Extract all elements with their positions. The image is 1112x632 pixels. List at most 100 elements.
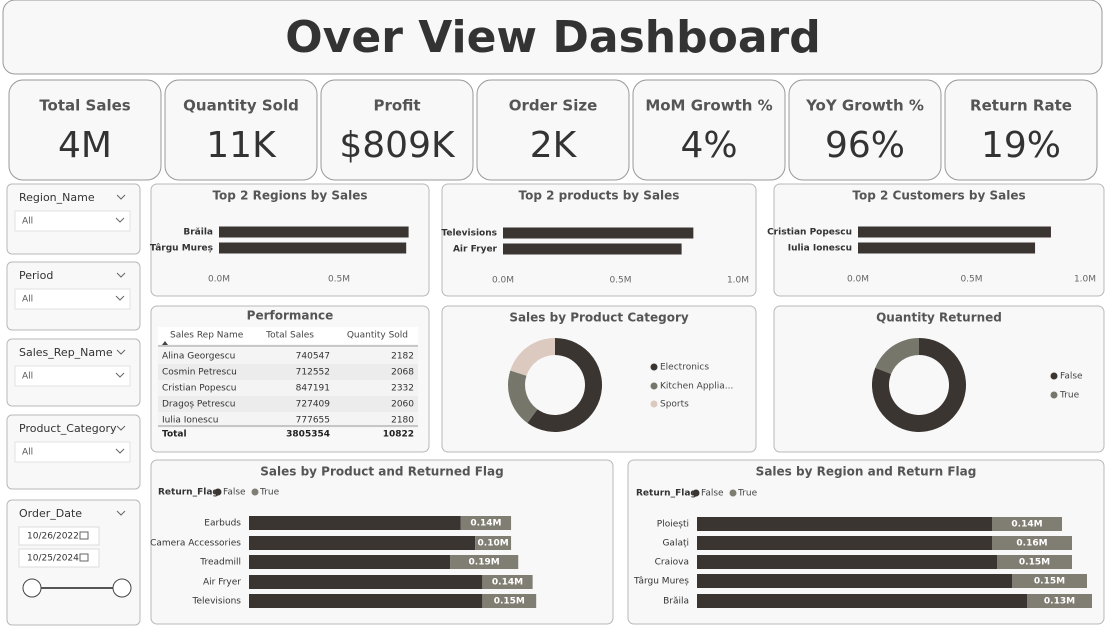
- chevron[interactable]: [116, 194, 126, 200]
- table-cell: 727409: [296, 400, 331, 410]
- bar-segment: [1012, 574, 1087, 588]
- category-label: Camera Accessories: [150, 539, 241, 549]
- chevron[interactable]: [115, 217, 125, 223]
- chart-panel: [773, 183, 1105, 297]
- table-cell: 2068: [391, 368, 414, 378]
- donut-slice: [527, 338, 602, 432]
- slicer-dropdown[interactable]: [14, 365, 131, 387]
- x-tick-label: 1.0M: [727, 276, 749, 286]
- table-cell: 777655: [296, 416, 330, 426]
- calendar-icon[interactable]: [79, 531, 89, 540]
- table-cell: Alina Georgescu: [162, 352, 235, 362]
- category-label: Iulia Ionescu: [788, 244, 852, 254]
- slicer-dropdown[interactable]: [14, 441, 131, 463]
- date-input[interactable]: [18, 548, 100, 568]
- bar: [219, 242, 407, 254]
- category-label: Galați: [662, 539, 689, 549]
- table-header: Sales Rep Name: [170, 331, 244, 341]
- bar-segment: [249, 575, 483, 589]
- legend-swatch: [692, 489, 700, 497]
- bar: [503, 227, 694, 239]
- category-label: Craiova: [655, 558, 689, 568]
- table-cell: 2332: [391, 384, 414, 394]
- kpi-value: 11K: [206, 125, 277, 166]
- chevron[interactable]: [116, 349, 126, 355]
- calendar-icon[interactable]: [79, 553, 89, 562]
- table-row: [158, 412, 418, 428]
- bar-segment: [997, 555, 1072, 569]
- slicer-value: All: [22, 372, 33, 382]
- chevron[interactable]: [116, 272, 126, 278]
- legend-swatch: [1050, 391, 1058, 399]
- legend-title: Return_Flag: [158, 488, 219, 498]
- kpi-label: Order Size: [509, 97, 598, 115]
- donut-slice: [875, 338, 919, 374]
- table-total: 3805354: [286, 430, 330, 440]
- bar-segment: [992, 517, 1062, 531]
- category-label: Treadmill: [199, 558, 241, 568]
- data-label: 0.14M: [470, 519, 501, 529]
- table-cell: Cosmin Petrescu: [162, 368, 237, 378]
- date-value: 10/26/2022: [27, 532, 79, 542]
- chevron[interactable]: [116, 510, 126, 516]
- category-label: Târgu Mureș: [633, 577, 689, 587]
- table-row: [158, 364, 418, 380]
- table-row: [158, 348, 418, 364]
- legend-label: False: [223, 488, 246, 498]
- legend-swatch: [251, 488, 259, 496]
- legend-label: Electronics: [660, 363, 709, 373]
- slicer-dropdown[interactable]: [14, 210, 131, 232]
- chevron[interactable]: [116, 425, 126, 431]
- legend-label: True: [259, 488, 280, 498]
- x-tick-label: 1.0M: [1074, 275, 1096, 285]
- sort-arrow: [162, 341, 168, 345]
- data-label: 0.13M: [1044, 597, 1075, 607]
- kpi-value: 19%: [981, 125, 1061, 166]
- bar-segment: [249, 594, 483, 608]
- kpi-card: [8, 79, 162, 181]
- bar-segment: [697, 594, 1027, 608]
- chevron[interactable]: [115, 372, 125, 378]
- x-tick-label: 0.0M: [492, 276, 514, 286]
- category-label: Cristian Popescu: [767, 228, 852, 238]
- legend-swatch: [650, 363, 658, 371]
- kpi-value: 4%: [680, 125, 737, 166]
- date-input[interactable]: [18, 526, 100, 546]
- chart-title: Sales by Product and Returned Flag: [260, 465, 503, 479]
- data-label: 0.15M: [1019, 558, 1050, 568]
- category-label: Earbuds: [204, 519, 241, 529]
- slider-handle[interactable]: [22, 578, 42, 598]
- bar-segment: [697, 555, 997, 569]
- chevron[interactable]: [115, 295, 125, 301]
- bar-segment: [992, 536, 1072, 550]
- kpi-value: 4M: [58, 125, 112, 166]
- kpi-value: 96%: [825, 125, 905, 166]
- bar-segment: [460, 516, 512, 530]
- x-tick-label: 0.5M: [328, 275, 350, 285]
- chart-title: Top 2 products by Sales: [519, 189, 680, 203]
- legend-swatch: [729, 489, 737, 497]
- table-title: Performance: [247, 309, 334, 323]
- kpi-card: [632, 79, 786, 181]
- kpi-card: [944, 79, 1098, 181]
- legend-label: False: [701, 489, 724, 499]
- data-label: 0.19M: [469, 558, 500, 568]
- bar-segment: [697, 574, 1012, 588]
- category-label: Televisions: [192, 597, 242, 607]
- kpi-value: 2K: [530, 125, 578, 166]
- slider-handle[interactable]: [112, 578, 132, 598]
- legend-swatch: [1050, 372, 1058, 380]
- table-cell: 712552: [296, 368, 330, 378]
- chevron[interactable]: [115, 448, 125, 454]
- legend-swatch: [650, 382, 658, 390]
- x-tick-label: 0.5M: [609, 276, 631, 286]
- legend-swatch: [214, 488, 222, 496]
- chart-panel: [773, 305, 1105, 453]
- chart-title: Quantity Returned: [876, 311, 1002, 325]
- x-tick-label: 0.5M: [960, 275, 982, 285]
- page-title: Over View Dashboard: [285, 12, 820, 63]
- slicer-field: Period: [19, 269, 53, 282]
- slicer-dropdown[interactable]: [14, 288, 131, 310]
- kpi-label: YoY Growth %: [805, 97, 924, 115]
